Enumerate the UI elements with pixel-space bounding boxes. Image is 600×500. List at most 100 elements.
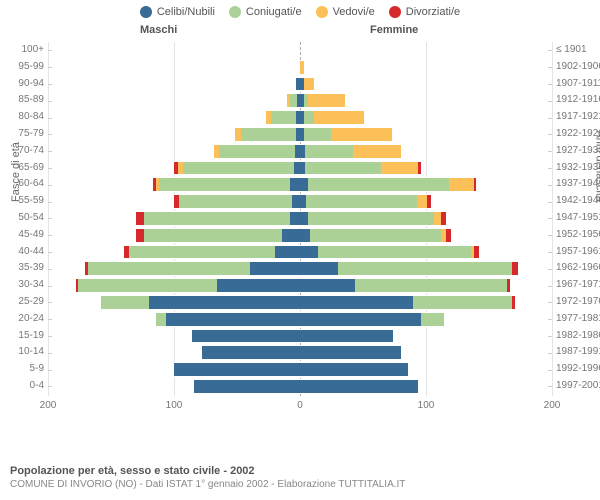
bar-segment [144,228,283,243]
birth-year-label: 1997-2001 [556,378,600,393]
legend-label: Coniugati/e [246,6,302,18]
bar-segment [275,245,300,260]
male-header: Maschi [140,24,177,36]
bar-segment [292,194,300,209]
bar-segment [300,362,408,377]
legend-swatch [140,6,152,18]
male-bar [76,278,300,293]
birth-year-label: 1987-1991 [556,344,600,359]
birth-year-label: 1967-1971 [556,277,600,292]
bar-segment [449,177,474,192]
bar-segment [300,312,421,327]
legend: Celibi/Nubili Coniugati/e Vedovi/e Divorzia… [0,0,600,18]
legend-item: Vedovi/e [316,6,375,18]
age-label: 80-84 [4,109,44,124]
bar-segment [338,261,512,276]
x-tick-label: 100 [166,400,183,411]
age-label: 30-34 [4,277,44,292]
x-tick-label: 100 [418,400,435,411]
female-header: Femmine [370,24,418,36]
bar-segment [78,278,217,293]
pyramid-row: 5-91992-1996 [48,361,552,378]
bar-segment [304,127,332,142]
male-bar [266,110,300,125]
male-bar [174,161,300,176]
female-bar [300,211,446,226]
male-bar [192,329,300,344]
female-bar [300,110,364,125]
age-label: 35-39 [4,260,44,275]
bar-segment [129,245,275,260]
birth-year-label: 1947-1951 [556,210,600,225]
female-bar [300,93,345,108]
bar-segment [300,177,308,192]
bar-segment [413,295,511,310]
chart-footer: Popolazione per età, sesso e stato civil… [10,465,405,490]
male-bar [214,144,300,159]
age-label: 15-19 [4,328,44,343]
legend-item: Celibi/Nubili [140,6,215,18]
bar-segment [250,261,300,276]
pyramid-row: 80-841917-1921 [48,109,552,126]
bar-segment [219,144,295,159]
birth-year-label: 1922-1926 [556,126,600,141]
female-bar [300,77,314,92]
male-bar [235,127,301,142]
pyramid-row: 70-741927-1931 [48,143,552,160]
female-bar [300,245,479,260]
male-bar [287,93,300,108]
bar-segment [179,194,292,209]
bar-segment [355,278,506,293]
female-bar [300,194,431,209]
age-label: 40-44 [4,244,44,259]
birth-year-label: 1957-1961 [556,244,600,259]
age-label: 25-29 [4,294,44,309]
pyramid-row: 40-441957-1961 [48,244,552,261]
bar-segment [174,362,300,377]
female-bar [300,228,451,243]
bar-segment [300,60,304,75]
legend-label: Divorziati/e [406,6,460,18]
bar-segment [144,211,290,226]
bar-segment [136,211,144,226]
birth-year-label: 1912-1916 [556,92,600,107]
bar-segment [512,295,516,310]
bar-segment [300,345,401,360]
birth-year-label: 1927-1931 [556,143,600,158]
birth-year-label: 1932-1936 [556,160,600,175]
bar-segment [192,329,300,344]
bar-segment [318,245,472,260]
pyramid-row: 25-291972-1976 [48,294,552,311]
bar-segment [421,312,444,327]
bar-segment [417,194,427,209]
age-label: 55-59 [4,193,44,208]
bar-segment [441,211,446,226]
female-bar [300,329,393,344]
pyramid-row: 35-391962-1966 [48,260,552,277]
bar-segment [149,295,300,310]
population-pyramid-chart: Celibi/Nubili Coniugati/e Vedovi/e Divorzia… [0,0,600,500]
male-bar [101,295,300,310]
pyramid-row: 0-41997-2001 [48,378,552,395]
age-label: 70-74 [4,143,44,158]
pyramid-row: 30-341967-1971 [48,277,552,294]
bar-segment [88,261,249,276]
bar-segment [271,110,296,125]
age-label: 20-24 [4,311,44,326]
bar-segment [202,345,300,360]
bar-segment [434,211,442,226]
pyramid-row: 100+≤ 1901 [48,42,552,59]
age-label: 60-64 [4,176,44,191]
age-label: 45-49 [4,227,44,242]
male-bar [174,194,300,209]
bar-segment [314,110,364,125]
bar-segment [136,228,144,243]
birth-year-label: 1902-1906 [556,59,600,74]
legend-item: Divorziati/e [389,6,460,18]
age-label: 10-14 [4,344,44,359]
bar-segment [512,261,518,276]
bar-segment [310,228,441,243]
bar-segment [381,161,419,176]
age-label: 5-9 [4,361,44,376]
birth-year-label: 1917-1921 [556,109,600,124]
